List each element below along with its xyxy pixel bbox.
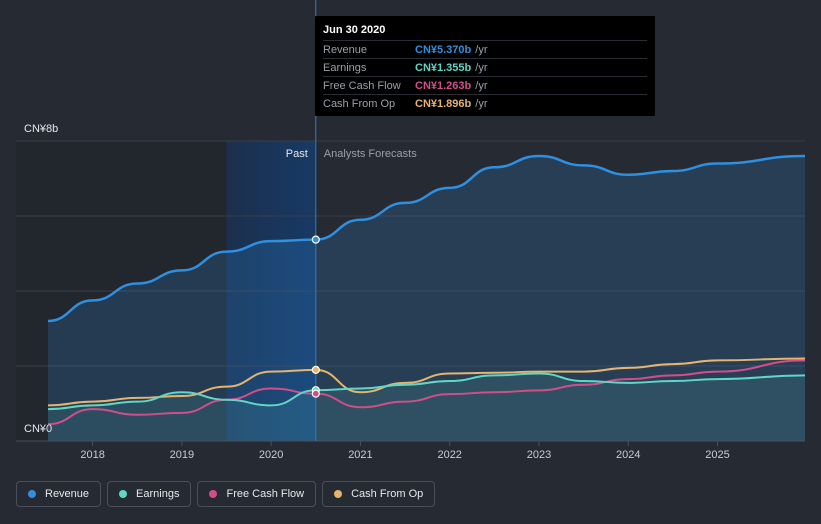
series-line-free-cash-flow <box>47 359 806 426</box>
x-tick-label: 2020 <box>259 449 283 461</box>
legend-label: Free Cash Flow <box>226 488 305 500</box>
x-tick-label: 2019 <box>170 449 194 461</box>
x-tick-label: 2025 <box>705 449 729 461</box>
tooltip-row-unit: /yr <box>475 97 488 110</box>
tooltip-row-cash-from-op: Cash From Op CN¥1.896b /yr <box>323 94 647 112</box>
data-tooltip: Jun 30 2020 Revenue CN¥5.370b /yr Earnin… <box>315 16 655 116</box>
series-area-revenue <box>48 156 805 441</box>
forecast-label: Analysts Forecasts <box>324 148 417 160</box>
series-line-revenue <box>47 154 806 323</box>
tooltip-row-free-cash-flow: Free Cash Flow CN¥1.263b /yr <box>323 76 647 94</box>
legend-label: Cash From Op <box>351 488 424 500</box>
tooltip-row-label: Cash From Op <box>323 97 396 110</box>
legend-dot-icon <box>28 490 36 498</box>
past-label: Past <box>286 148 308 160</box>
legend-item-revenue[interactable]: Revenue <box>16 481 102 507</box>
series-line-cash-from-op <box>47 357 806 407</box>
tooltip-row-unit: /yr <box>475 43 488 56</box>
x-tick-label: 2024 <box>616 449 640 461</box>
marker-cash-from-op <box>311 365 320 374</box>
series-line-earnings <box>47 372 806 411</box>
y-axis-top-label: CN¥8b <box>24 123 59 135</box>
y-axis-bottom-label: CN¥0 <box>24 423 53 435</box>
tooltip-row-unit: /yr <box>475 79 488 92</box>
tooltip-row-value: CN¥5.370b <box>415 43 472 56</box>
legend-item-cash-from-op[interactable]: Cash From Op <box>322 481 436 507</box>
tooltip-row-label: Revenue <box>323 43 368 56</box>
tooltip-row-value: CN¥1.263b <box>415 79 472 92</box>
tooltip-row-label: Earnings <box>323 61 367 74</box>
x-tick-label: 2023 <box>527 449 551 461</box>
x-tick-label: 2021 <box>348 449 372 461</box>
chart-legend: Revenue Earnings Free Cash Flow Cash Fro… <box>16 481 436 507</box>
tooltip-row-value: CN¥1.355b <box>415 61 472 74</box>
legend-item-earnings[interactable]: Earnings <box>107 481 192 507</box>
tooltip-row-label: Free Cash Flow <box>323 79 401 92</box>
legend-label: Earnings <box>136 488 180 500</box>
marker-free-cash-flow <box>311 389 320 398</box>
series-area-earnings <box>48 373 805 441</box>
tooltip-row-value: CN¥1.896b <box>415 97 472 110</box>
tooltip-row-unit: /yr <box>475 61 488 74</box>
tooltip-row-revenue: Revenue CN¥5.370b /yr <box>323 40 647 58</box>
legend-dot-icon <box>334 490 343 498</box>
tooltip-date: Jun 30 2020 <box>323 24 386 36</box>
legend-label: Revenue <box>45 488 90 500</box>
x-tick-label: 2022 <box>437 449 461 461</box>
tooltip-row-earnings: Earnings CN¥1.355b /yr <box>323 58 647 76</box>
marker-revenue <box>311 235 320 244</box>
x-tick-label: 2018 <box>80 449 104 461</box>
legend-dot-icon <box>209 490 218 498</box>
legend-dot-icon <box>119 490 128 498</box>
legend-item-free-cash-flow[interactable]: Free Cash Flow <box>197 481 317 507</box>
